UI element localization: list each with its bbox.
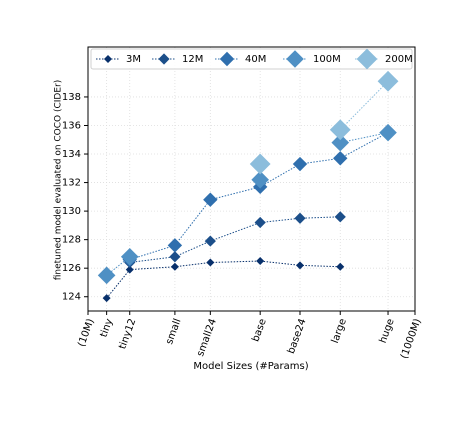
data-point xyxy=(170,262,179,271)
y-tick-label: 128 xyxy=(62,235,81,246)
data-point xyxy=(249,153,271,175)
data-point xyxy=(379,123,397,142)
legend-label: 3M xyxy=(126,54,141,65)
data-point xyxy=(333,151,348,166)
data-point xyxy=(167,238,183,253)
plot-frame xyxy=(87,46,416,312)
x-tick-label: tiny12 xyxy=(117,317,138,351)
legend-label: 40M xyxy=(245,54,266,65)
data-point xyxy=(254,216,266,229)
x-tick-label: tiny xyxy=(98,317,115,339)
series-line xyxy=(339,80,389,131)
y-tick-label: 132 xyxy=(62,178,81,189)
data-point xyxy=(331,133,350,152)
x-tick-label: base24 xyxy=(286,317,309,355)
y-axis-label: finetuned model evaluated on COCO (CIDEr… xyxy=(54,80,64,281)
legend-marker xyxy=(286,50,304,68)
series-line xyxy=(106,260,341,299)
y-tick-label: 126 xyxy=(62,263,81,274)
y-tick-label: 138 xyxy=(62,92,81,103)
x-tick-label: large xyxy=(330,317,349,345)
data-point xyxy=(336,262,345,271)
legend-marker xyxy=(356,48,378,70)
legend-box xyxy=(90,48,413,70)
legend-marker xyxy=(104,55,112,63)
y-tick-label: 136 xyxy=(62,120,81,131)
data-point xyxy=(102,294,111,303)
y-tick-label: 124 xyxy=(62,292,81,303)
data-point xyxy=(120,247,139,266)
series-line xyxy=(129,132,389,261)
x-tick-label: (10M) xyxy=(76,317,96,348)
x-tick-label: base xyxy=(250,317,268,343)
legend-label: 100M xyxy=(313,54,341,65)
x-tick-label: small24 xyxy=(195,317,219,358)
data-point xyxy=(334,211,346,223)
data-point xyxy=(125,265,134,274)
data-point xyxy=(203,192,218,207)
data-point xyxy=(292,156,308,172)
data-point xyxy=(97,266,116,285)
data-point xyxy=(296,261,305,270)
x-tick-label: small xyxy=(164,317,183,346)
data-point xyxy=(294,212,306,224)
data-point xyxy=(206,258,215,267)
y-tick-label: 134 xyxy=(62,149,81,160)
series-line xyxy=(129,216,341,263)
x-tick-label: huge xyxy=(378,317,397,344)
legend-marker xyxy=(219,51,235,67)
data-point xyxy=(169,251,181,263)
series-line xyxy=(340,132,389,144)
y-tick-label: 130 xyxy=(62,206,81,217)
legend-label: 12M xyxy=(182,54,203,65)
data-point xyxy=(256,257,265,266)
x-axis-label: Model Sizes (#Params) xyxy=(193,361,308,372)
data-point xyxy=(251,170,269,189)
legend-marker xyxy=(158,53,170,65)
legend-label: 200M xyxy=(385,54,413,65)
data-point xyxy=(377,70,399,92)
x-tick-label: (1000M) xyxy=(399,317,424,360)
data-point xyxy=(204,235,216,247)
data-point xyxy=(329,119,351,141)
